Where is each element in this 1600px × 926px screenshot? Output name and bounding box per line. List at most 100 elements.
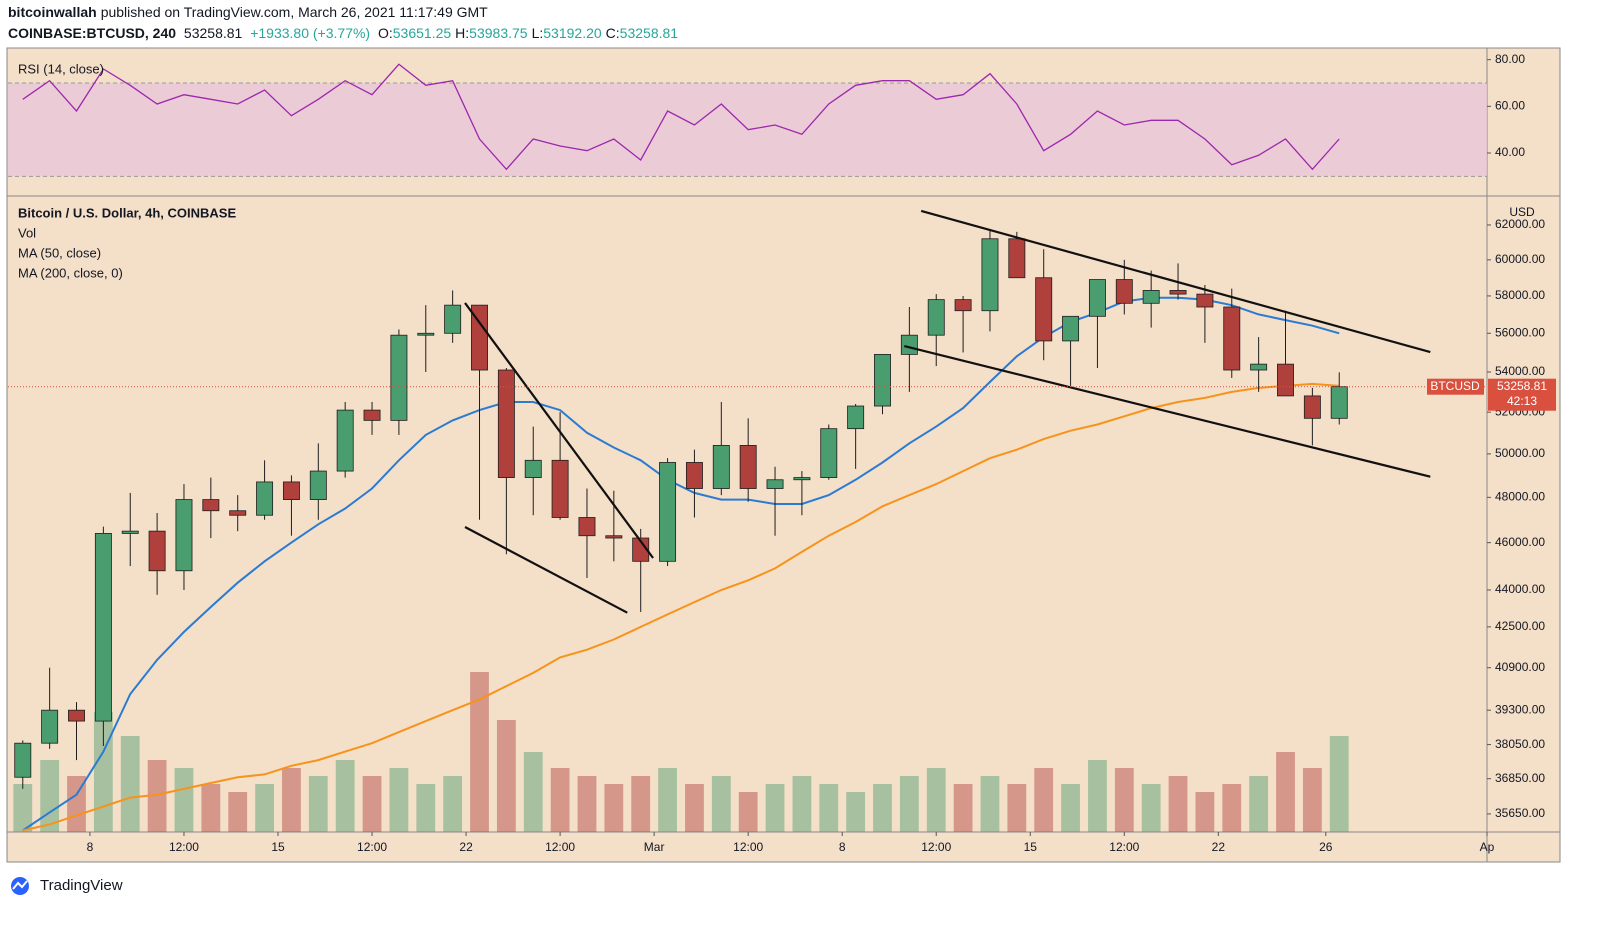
candle-body xyxy=(981,238,999,312)
ohlc-value: 53192.20 xyxy=(543,25,602,41)
candle-body xyxy=(1142,290,1160,304)
volume-bar xyxy=(953,784,973,832)
candle-body xyxy=(417,332,435,336)
candle-body xyxy=(148,530,166,572)
candle-body xyxy=(256,481,274,516)
volume-bar xyxy=(1276,752,1295,832)
trendline xyxy=(464,526,628,614)
x-tick-label: 8 xyxy=(839,840,846,854)
candle-body xyxy=(1223,306,1241,371)
y-tick-label: 62000.00 xyxy=(1495,217,1545,231)
candle-body xyxy=(14,742,32,778)
y-tick-label: 42500.00 xyxy=(1495,619,1545,633)
candle-body xyxy=(578,517,596,537)
candle-body xyxy=(766,479,784,489)
price-tag xyxy=(1488,378,1556,411)
candle-body xyxy=(820,428,838,478)
y-tick-label: 46000.00 xyxy=(1495,535,1545,549)
volume-bar xyxy=(389,768,409,832)
candle-body xyxy=(1169,290,1187,295)
volume-bar xyxy=(416,784,436,832)
volume-bar xyxy=(255,784,274,832)
y-tick-label: 36850.00 xyxy=(1495,771,1545,785)
candle-body xyxy=(1088,279,1106,317)
x-tick-label: 12:00 xyxy=(169,840,199,854)
volume-bar xyxy=(711,776,731,832)
volume-bar xyxy=(308,776,328,832)
volume-bar xyxy=(926,768,946,832)
y-tick-label: 54000.00 xyxy=(1495,364,1545,378)
last-price: 53258.81 xyxy=(183,25,243,41)
symbol: COINBASE:BTCUSD, 240 xyxy=(8,25,177,41)
candle-body xyxy=(1330,386,1348,419)
y-tick-label: 60000.00 xyxy=(1495,252,1545,266)
volume-bar xyxy=(496,720,516,832)
candle-body xyxy=(471,304,488,371)
volume-bar xyxy=(738,792,758,832)
x-tick-label: 8 xyxy=(87,840,94,854)
volume-bar xyxy=(1302,768,1322,832)
moving-average xyxy=(22,382,1340,832)
candle-body xyxy=(632,537,650,562)
ohlc-value: 53651.25 xyxy=(392,25,452,41)
candle-body xyxy=(68,709,85,722)
x-tick-label: 15 xyxy=(271,840,285,854)
y-tick-label: 39300.00 xyxy=(1495,702,1545,716)
volume-bar xyxy=(1061,784,1080,832)
candle-body xyxy=(1303,395,1321,419)
trendline xyxy=(904,345,1431,478)
ohlc-value: 53258.81 xyxy=(619,25,679,41)
legend-entry: Vol xyxy=(18,225,36,240)
legend-entry: RSI (14, close) xyxy=(18,61,104,76)
candle-body xyxy=(847,405,865,430)
candle-body xyxy=(309,470,327,500)
y-tick-label: 50000.00 xyxy=(1495,446,1545,460)
volume-bar xyxy=(1195,792,1215,832)
volume-bar xyxy=(658,768,677,832)
rsi-line xyxy=(22,63,1340,171)
x-tick-label: 12:00 xyxy=(1109,840,1139,854)
ohlc-label: O: xyxy=(377,25,393,41)
volume-bar xyxy=(792,776,812,832)
x-tick-label: 26 xyxy=(1319,840,1333,854)
volume-bar xyxy=(1088,760,1107,832)
volume-bar xyxy=(282,768,301,832)
candle-body xyxy=(363,409,381,421)
chart-title: Bitcoin / U.S. Dollar, 4h, COINBASE xyxy=(18,205,236,220)
candle-body xyxy=(175,499,193,572)
volume-bar xyxy=(1141,784,1161,832)
trendline xyxy=(920,209,1431,354)
x-tick-label: 12:00 xyxy=(733,840,763,854)
candle-body xyxy=(94,533,112,722)
y-tick-label: 60.00 xyxy=(1495,99,1525,113)
currency-label: USD xyxy=(1509,205,1535,219)
volume-bar xyxy=(443,776,463,832)
volume-bar xyxy=(899,776,919,832)
published: published on TradingView.com, March 26, … xyxy=(100,4,488,20)
candle-body xyxy=(1250,363,1268,371)
author: bitcoinwallah xyxy=(8,4,97,20)
y-tick-label: 40900.00 xyxy=(1495,660,1545,674)
x-tick-label: 22 xyxy=(1212,840,1226,854)
candle-body xyxy=(793,477,811,481)
price-tag-label: 53258.81 xyxy=(1497,379,1547,393)
volume-bar xyxy=(13,784,33,832)
candle-body xyxy=(1008,238,1026,279)
x-tick-label: 12:00 xyxy=(357,840,387,854)
volume-bar xyxy=(685,784,704,832)
candle-body xyxy=(874,353,891,407)
volume-bar xyxy=(550,768,570,832)
candle-body xyxy=(1062,315,1080,342)
candle-body xyxy=(659,462,677,562)
volume-bar xyxy=(228,792,248,832)
y-tick-label: 48000.00 xyxy=(1495,490,1545,504)
volume-bar xyxy=(1034,768,1054,832)
volume-bar xyxy=(120,736,140,832)
candle-body xyxy=(954,299,972,312)
volume-bar xyxy=(1007,784,1027,832)
legend-entry: MA (200, close, 0) xyxy=(18,265,123,280)
candle-body xyxy=(927,299,945,336)
volume-bar xyxy=(1168,776,1188,832)
x-tick-label: 12:00 xyxy=(921,840,951,854)
